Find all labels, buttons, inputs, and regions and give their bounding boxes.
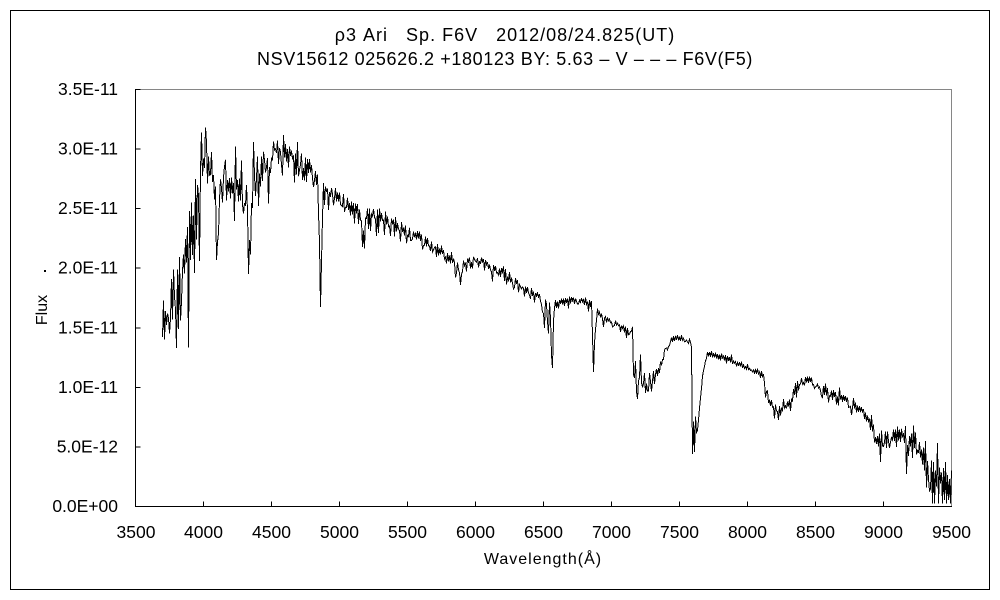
svg-text:NSV15612 025626.2 +180123 BY:: NSV15612 025626.2 +180123 BY: 5.63 – V –… [257, 49, 753, 69]
svg-text:ρ3 Ari Sp. F6V 2012/08/24.: ρ3 Ari Sp. F6V 2012/08/24.825(UT) [335, 25, 675, 45]
svg-text:3.0E-11: 3.0E-11 [58, 139, 118, 159]
svg-text:6000: 6000 [456, 522, 495, 542]
svg-text:2.0E-11: 2.0E-11 [58, 258, 118, 278]
svg-text:7000: 7000 [592, 522, 631, 542]
svg-text:9500: 9500 [932, 522, 971, 542]
svg-text:Flux: Flux [34, 295, 51, 325]
svg-text:2.5E-11: 2.5E-11 [58, 198, 118, 218]
svg-text:3500: 3500 [117, 522, 156, 542]
svg-text:4500: 4500 [252, 522, 291, 542]
svg-text:7500: 7500 [660, 522, 699, 542]
svg-text:6500: 6500 [524, 522, 563, 542]
svg-text:3.5E-11: 3.5E-11 [58, 79, 118, 99]
svg-text:5000: 5000 [320, 522, 359, 542]
svg-text:9000: 9000 [864, 522, 903, 542]
svg-text:0.0E+00: 0.0E+00 [52, 496, 118, 516]
svg-text:8000: 8000 [728, 522, 767, 542]
svg-text:1.5E-11: 1.5E-11 [58, 317, 118, 337]
svg-text:1.0E-11: 1.0E-11 [58, 377, 118, 397]
svg-text:5.0E-12: 5.0E-12 [57, 436, 118, 456]
svg-text:5500: 5500 [388, 522, 427, 542]
svg-text:Wavelength(Å): Wavelength(Å) [484, 549, 602, 568]
svg-text:8500: 8500 [796, 522, 835, 542]
svg-text:4000: 4000 [184, 522, 223, 542]
